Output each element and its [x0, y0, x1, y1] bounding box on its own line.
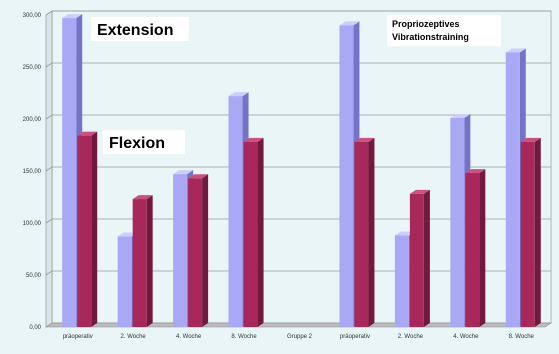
bar-side — [423, 189, 430, 327]
bar-flexion — [354, 137, 375, 327]
bar-top — [409, 189, 430, 194]
extension-label-box — [91, 17, 189, 41]
gridline — [45, 322, 551, 328]
x-tick-label: 8. Woche — [231, 334, 257, 340]
bar-top — [450, 113, 471, 118]
gridline — [45, 10, 551, 16]
bar-top — [188, 174, 209, 179]
bar-side — [146, 195, 153, 327]
bar-front — [188, 178, 203, 327]
bar-front — [394, 235, 409, 327]
bar-top — [354, 137, 375, 142]
y-tick-label: 100,00 — [23, 221, 42, 227]
bar-top — [465, 169, 486, 174]
bar-top — [132, 195, 153, 200]
bar-flexion — [77, 131, 98, 327]
bar-side — [91, 131, 98, 327]
bar-flexion — [132, 195, 153, 327]
bar-side — [257, 137, 264, 327]
gridline — [45, 166, 551, 172]
bar-side — [202, 174, 209, 327]
gridline — [45, 270, 551, 276]
bar-front — [243, 141, 258, 327]
y-tick-label: 50,00 — [26, 273, 42, 279]
bar-front — [505, 52, 520, 327]
gridline — [45, 218, 551, 224]
annotation-layer: Extension Flexion Propriozeptives Vibrat… — [91, 15, 501, 154]
group-label-box — [387, 15, 501, 46]
y-tick-label: 200,00 — [23, 117, 42, 123]
y-tick-label: 250,00 — [23, 65, 42, 71]
y-tick-label: 0,00 — [29, 325, 41, 331]
x-tick-label: präoperativ — [340, 334, 370, 340]
bar-front — [62, 18, 77, 328]
bar-front — [173, 174, 188, 327]
bar-front — [132, 199, 147, 327]
bar-front — [520, 141, 535, 327]
bar-top — [77, 131, 98, 136]
bar-top — [505, 48, 526, 53]
x-tick-label: 2. Woche — [398, 334, 424, 340]
x-tick-label: 8. Woche — [509, 334, 535, 340]
flexion-label: Flexion — [109, 135, 165, 152]
gridline — [45, 62, 551, 68]
flexion-label-box — [103, 130, 185, 154]
axis-layer: 0,00 50,00 100,00 150,00 200,00 250,00 300,00 p… — [23, 13, 535, 340]
y-tick-label: 300,00 — [23, 13, 42, 19]
bar-flexion — [520, 137, 541, 327]
bar-side — [479, 169, 486, 327]
bar-front — [354, 141, 369, 327]
group-label-line2: Vibrationstraining — [392, 32, 469, 42]
bar-top — [173, 170, 194, 175]
gridline — [45, 114, 551, 120]
x-tick-label: Gruppe 2 — [287, 334, 313, 340]
group-label-line1: Propriozeptives — [392, 19, 460, 29]
bar-flexion — [409, 189, 430, 327]
x-tick-label: 2. Woche — [121, 334, 147, 340]
bar-front — [339, 25, 354, 328]
bars-layer — [62, 14, 541, 328]
y-tick-label: 150,00 — [23, 169, 42, 175]
bar-side — [368, 137, 375, 327]
bar-front — [450, 117, 465, 328]
bar-front — [228, 96, 243, 328]
x-tick-label: 4. Woche — [453, 334, 479, 340]
x-tick-label: 4. Woche — [176, 334, 202, 340]
bar-top — [520, 137, 541, 142]
bar-side — [534, 137, 541, 327]
bar-flexion — [243, 137, 264, 327]
bar-top — [62, 14, 83, 19]
bar-front — [77, 135, 92, 327]
bar-front — [465, 173, 480, 327]
bar-flexion — [465, 169, 486, 327]
bar-top — [228, 92, 249, 97]
extension-label: Extension — [97, 22, 173, 39]
bar-front — [409, 193, 424, 327]
bar-top — [339, 21, 360, 26]
x-tick-label: präoperativ — [63, 334, 93, 340]
bar-front — [117, 236, 132, 327]
bar-top — [243, 137, 264, 142]
bar-flexion — [188, 174, 209, 327]
